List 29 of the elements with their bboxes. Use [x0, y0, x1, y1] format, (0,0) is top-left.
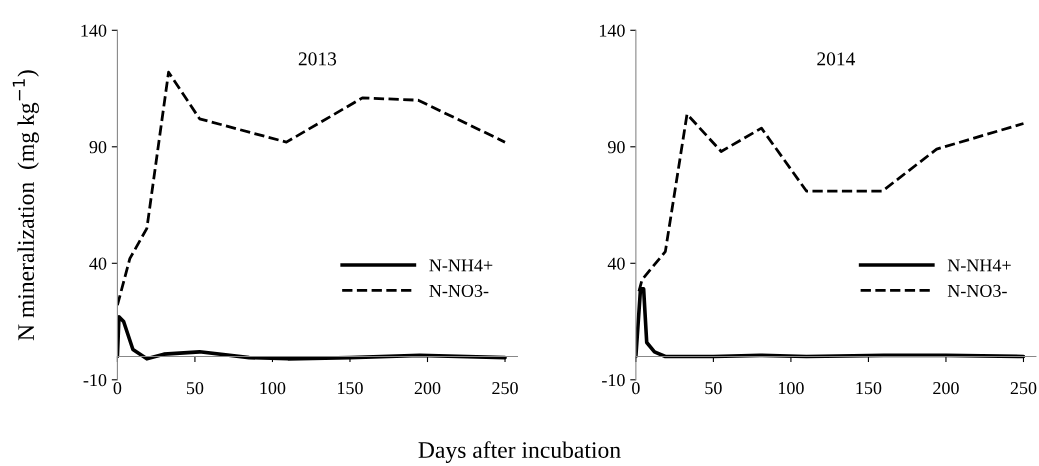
x-tick-label: 200	[933, 382, 959, 395]
x-tick-label: 100	[260, 382, 286, 395]
y-tick-label: 140	[599, 24, 625, 37]
text: 2014	[817, 52, 856, 66]
x-tick-label: 250	[492, 382, 518, 395]
legend-label: N-NH4+	[429, 259, 493, 272]
y-tick-label: -10	[602, 374, 625, 387]
y-tick-label: 140	[81, 24, 107, 37]
legend-label: N-NO3-	[429, 284, 489, 297]
x-axis-title: Days after incubation	[418, 441, 621, 463]
y-axis-title: N mineralization (mg kg$^{−1}$)	[12, 70, 39, 341]
y-tick-label: 90	[607, 141, 625, 154]
x-tick-label: 50	[705, 382, 722, 395]
y-tick-label: 90	[89, 141, 107, 154]
x-tick-label: 200	[414, 382, 441, 395]
x-tick-label: 0	[632, 382, 640, 395]
x-tick-label: 50	[186, 382, 204, 395]
x-tick-label: 150	[856, 382, 882, 395]
y-tick-label: -10	[83, 374, 107, 387]
text: 2013	[298, 52, 337, 66]
x-tick-label: 0	[113, 382, 122, 395]
legend-label: N-NH4+	[947, 259, 1011, 272]
legend-label: N-NO3-	[947, 284, 1007, 297]
x-tick-label: 100	[778, 382, 804, 395]
y-tick-label: 40	[607, 257, 625, 270]
line-series	[117, 70, 507, 307]
x-tick-label: 250	[1010, 382, 1037, 395]
x-tick-label: 150	[338, 382, 363, 395]
y-tick-label: 40	[89, 257, 107, 270]
